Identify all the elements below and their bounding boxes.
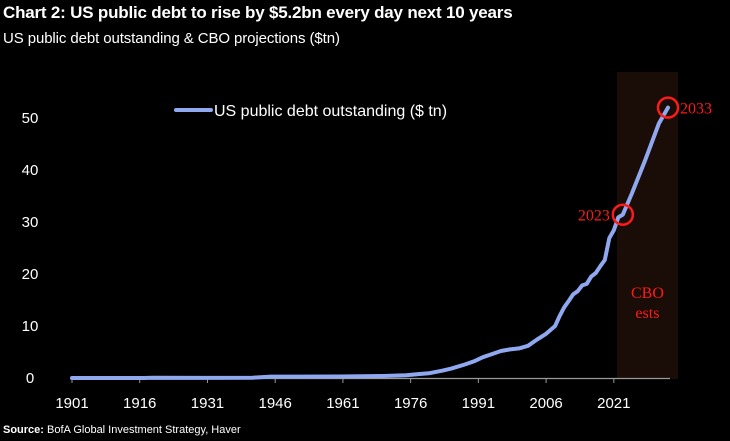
cbo-label-line1: CBO xyxy=(631,285,664,302)
x-tick-label: 1961 xyxy=(326,395,359,412)
source-text: BofA Global Investment Strategy, Haver xyxy=(47,424,241,436)
annotations: 2023 2033 xyxy=(578,96,712,226)
annotation-label: 2023 xyxy=(578,208,610,225)
annotation-circle xyxy=(611,203,635,226)
x-tick-label: 2021 xyxy=(597,395,630,412)
chart-subtitle: US public debt outstanding & CBO project… xyxy=(3,30,340,47)
chart-title: Chart 2: US public debt to rise by $5.2b… xyxy=(3,3,513,22)
x-tick-label: 2006 xyxy=(529,395,562,412)
x-axis-ticks: 1901 1916 1931 1946 1961 1976 1991 2006 2021 xyxy=(55,378,631,412)
y-tick-label: 40 xyxy=(22,162,39,179)
x-tick-label: 1991 xyxy=(462,395,495,412)
annotation-circle xyxy=(656,96,680,119)
series-line-debt xyxy=(70,105,670,380)
source-note: Source: BofA Global Investment Strategy,… xyxy=(3,424,241,436)
y-tick-label: 20 xyxy=(22,266,39,283)
y-tick-label: 0 xyxy=(26,370,34,387)
x-tick-label: 1901 xyxy=(55,395,88,412)
y-axis-ticks: 0 10 20 30 40 50 xyxy=(22,110,39,387)
cbo-shaded-region xyxy=(616,72,678,379)
source-label: Source: xyxy=(3,424,44,436)
legend-label: US public debt outstanding ($ tn) xyxy=(214,103,447,120)
y-tick-label: 50 xyxy=(22,110,39,127)
x-tick-label: 1976 xyxy=(394,395,427,412)
x-tick-label: 1916 xyxy=(123,395,156,412)
annotation-label: 2033 xyxy=(680,101,712,118)
y-tick-label: 30 xyxy=(22,214,39,231)
x-tick-label: 1946 xyxy=(258,395,291,412)
cbo-label-line2: ests xyxy=(635,305,659,322)
x-tick-label: 1931 xyxy=(191,395,224,412)
y-tick-label: 10 xyxy=(22,318,39,335)
